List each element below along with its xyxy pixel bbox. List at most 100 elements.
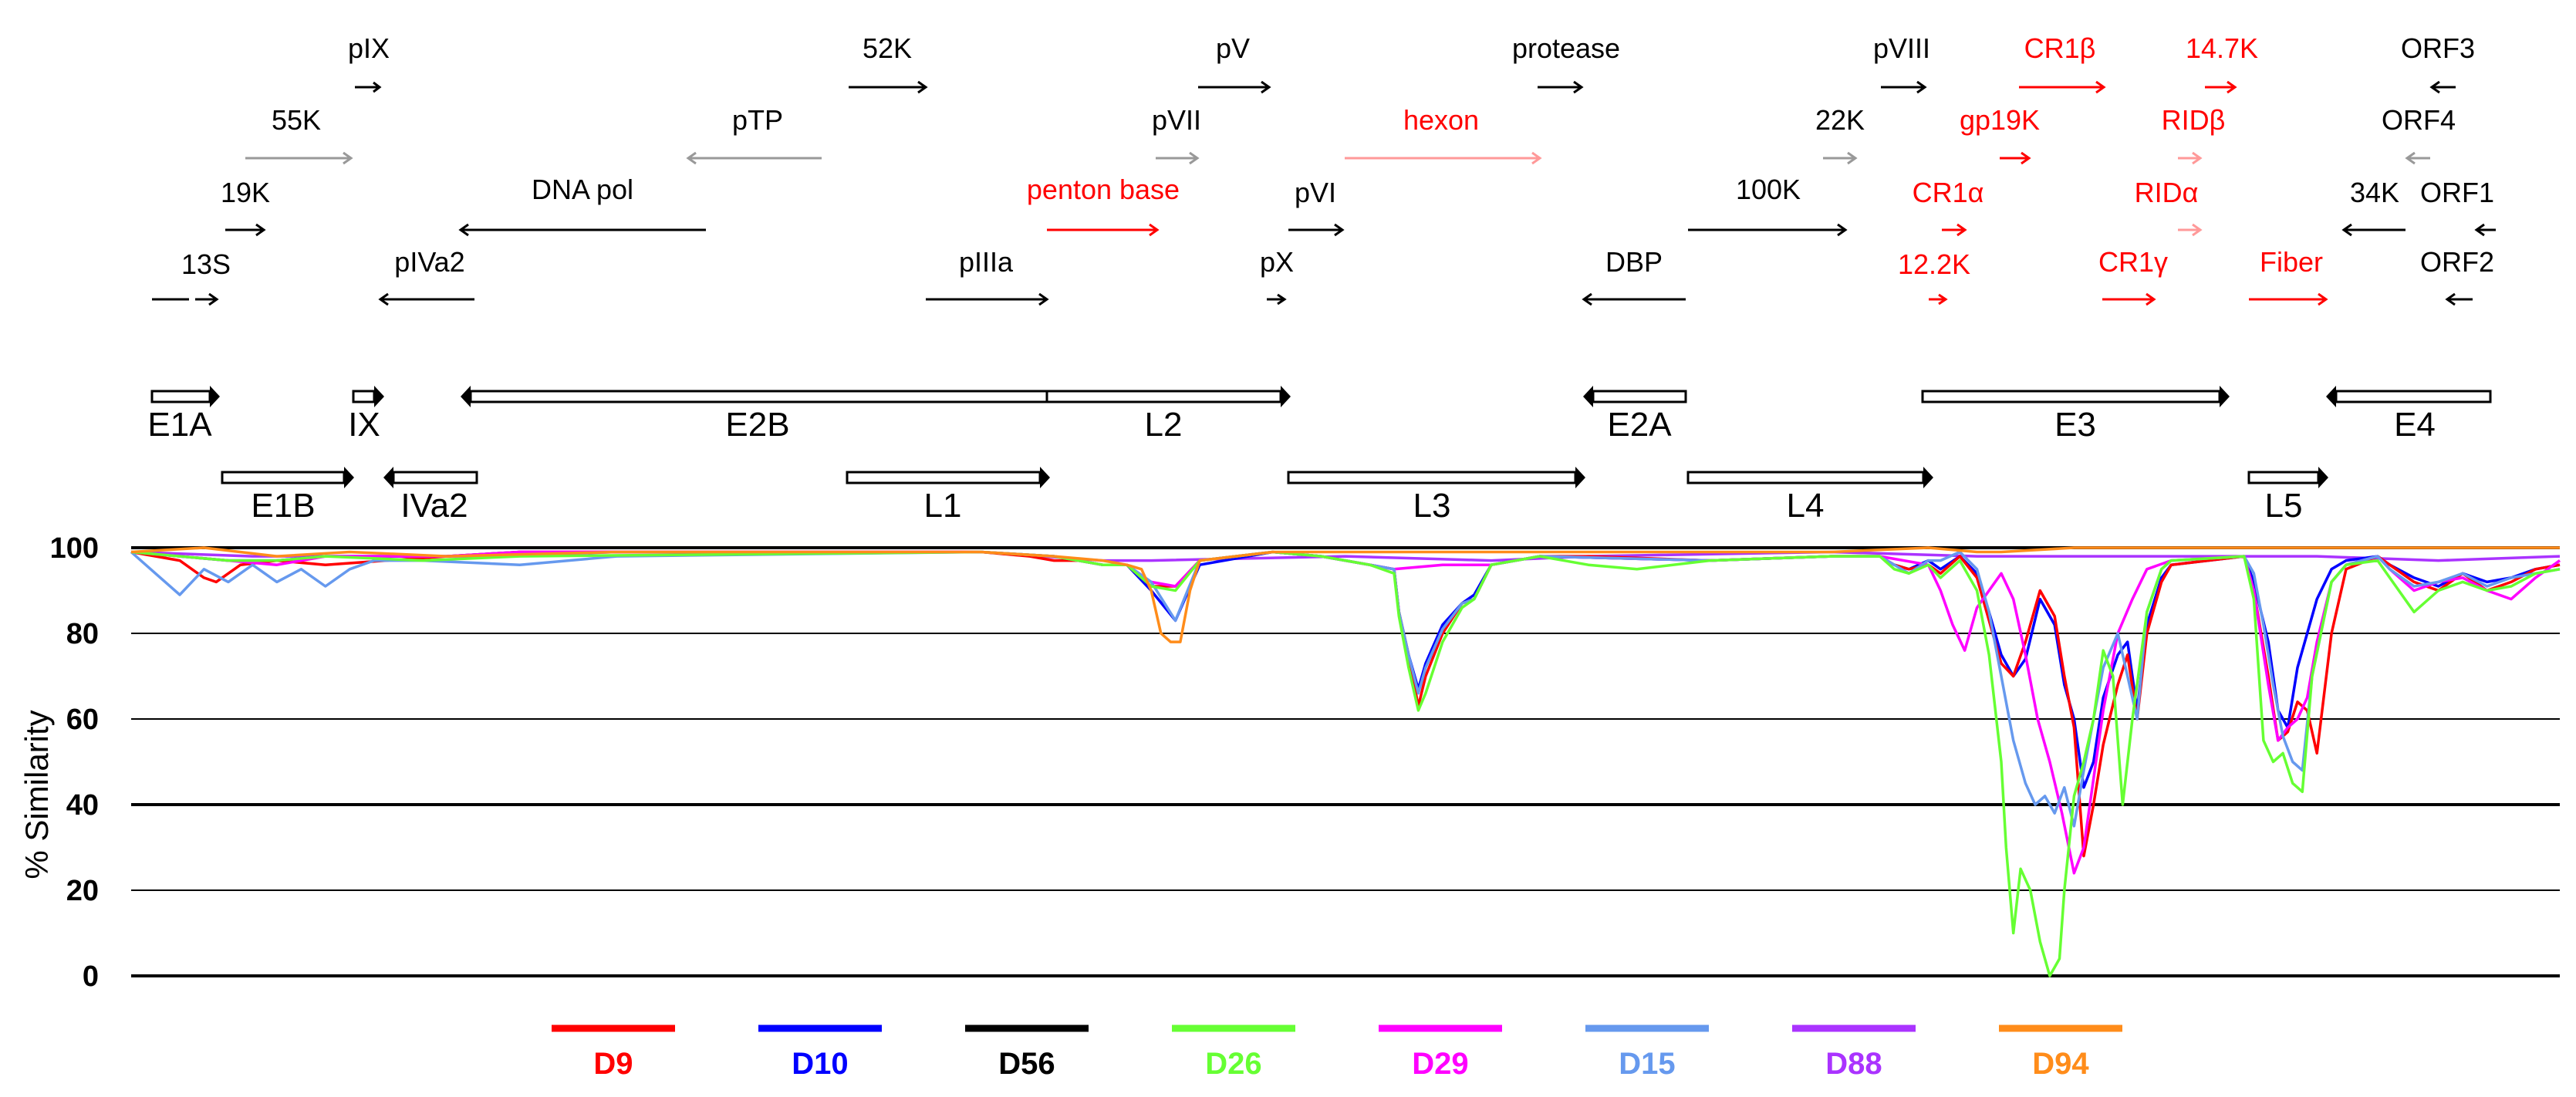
orf-arrow-penton-base: [1047, 223, 1160, 237]
gene-label-ORF2: ORF2: [2420, 246, 2494, 278]
region-label-L3: L3: [1413, 487, 1451, 525]
region-head-L5: [2318, 467, 2328, 488]
orf-arrow-100K: [1688, 223, 1848, 237]
y-tick-label-20: 20: [66, 875, 99, 907]
orf-arrow-protease: [1538, 80, 1584, 94]
gene-label-pVIII: pVIII: [1873, 32, 1930, 64]
series-lines: [130, 546, 2561, 977]
orf-arrow-55K: [245, 151, 353, 165]
y-tick-label-40: 40: [66, 789, 99, 822]
gene-label-ORF1: ORF1: [2420, 177, 2494, 208]
orf-arrow-pVII: [1156, 151, 1200, 165]
region-head-E4: [2326, 386, 2336, 407]
gene-label-DNA-pol: DNA pol: [532, 174, 633, 205]
orf-arrow-DNA-pol: [458, 223, 706, 237]
gene-label-ORF4: ORF4: [2382, 104, 2456, 136]
orf-arrow-pIVa2: [378, 292, 474, 306]
gene-label-55K: 55K: [272, 104, 321, 136]
series-line-D10: [130, 550, 2561, 789]
y-tick-label-0: 0: [83, 960, 99, 993]
legend-label-D56: D56: [998, 1047, 1055, 1081]
orf-arrow-ORF3: [2429, 80, 2456, 94]
y-axis-label: % Similarity: [19, 710, 55, 879]
orf-arrow-22K: [1823, 151, 1858, 165]
gene-label-ORF3: ORF3: [2401, 32, 2475, 64]
region-label-E3: E3: [2054, 406, 2096, 444]
legend-label-D15: D15: [1619, 1047, 1675, 1081]
region-head-L4: [1923, 467, 1933, 488]
similarity-plot: 0 20 40 60 80 100 % Similarity: [19, 532, 2561, 993]
gene-label-gp19K: gp19K: [1960, 104, 2040, 136]
gene-label-penton-base: penton base: [1027, 174, 1180, 205]
series-line-D94: [130, 546, 2560, 643]
region-label-L5: L5: [2265, 487, 2303, 525]
region-label-E2A: E2A: [1607, 406, 1672, 444]
y-axis-ticks: 0 20 40 60 80 100: [50, 532, 99, 993]
legend-label-D94: D94: [2032, 1047, 2089, 1081]
region-head-E2A: [1583, 386, 1593, 407]
y-tick-label-60: 60: [66, 704, 99, 736]
orf-arrow-CR1alpha: [1942, 223, 1967, 237]
legend-label-D26: D26: [1205, 1047, 1261, 1081]
legend-label-D10: D10: [792, 1047, 848, 1081]
gene-label-22K: 22K: [1815, 104, 1865, 136]
series-line-D29: [130, 550, 2561, 875]
region-label-L1: L1: [924, 487, 962, 525]
legend-label-D88: D88: [1825, 1047, 1882, 1081]
region-bar-L1: [846, 471, 1042, 484]
orf-arrow-13S: [152, 292, 219, 306]
region-bar-L5: [2247, 471, 2320, 484]
region-bar-E4: [2335, 390, 2492, 403]
gene-label-pX: pX: [1260, 246, 1294, 278]
orf-arrow-34K: [2341, 223, 2406, 237]
region-bar-E2B: [469, 390, 1051, 403]
orf-arrow-gp19K: [2000, 151, 2031, 165]
gene-label-pVII: pVII: [1152, 104, 1201, 136]
gene-label-protease: protease: [1512, 32, 1620, 64]
region-bar-IVa2: [392, 471, 478, 484]
region-head-E1B: [344, 467, 354, 488]
gene-label-RIDalpha: RIDα: [2135, 177, 2199, 208]
orf-arrow-52K: [849, 80, 928, 94]
region-head-IVa2: [383, 467, 393, 488]
region-label-L2: L2: [1145, 406, 1183, 444]
gene-label-CR1gamma: CR1γ: [2098, 246, 2168, 278]
region-label-IX: IX: [348, 406, 380, 444]
transcription-regions: E1A IX E2B L2 E2A E3 E4 E1B IVa2 L1 L3 L…: [147, 386, 2492, 525]
region-bar-E1B: [221, 471, 346, 484]
orf-arrow-pIX: [355, 81, 382, 93]
orf-arrow-14.7K: [2205, 80, 2237, 94]
orf-arrow-hexon: [1345, 151, 1542, 165]
legend-label-D9: D9: [593, 1047, 633, 1081]
region-head-E1A: [210, 386, 220, 407]
orf-arrow-pV: [1198, 80, 1271, 94]
orf-arrow-RIDbeta: [2178, 151, 2203, 165]
region-bar-E1A: [150, 390, 211, 403]
orf-arrow-12.2K: [1929, 293, 1948, 305]
gene-label-13S: 13S: [181, 248, 231, 280]
orf-arrow-ORF1: [2474, 223, 2496, 237]
region-head-L3: [1575, 467, 1585, 488]
gene-map: pIX 52K pV protease pVIII CR1β 14.7K ORF…: [152, 32, 2496, 306]
region-bar-E3: [1921, 390, 2221, 403]
region-label-IVa2: IVa2: [400, 487, 468, 525]
legend: D9 D10 D56 D26 D29 D15 D88 D94: [552, 1024, 2122, 1081]
gene-label-pIIIa: pIIIa: [959, 246, 1014, 278]
orf-arrow-Fiber: [2249, 292, 2328, 306]
region-head-L1: [1040, 467, 1050, 488]
gene-label-hexon: hexon: [1403, 104, 1479, 136]
gene-label-CR1alpha: CR1α: [1913, 177, 1984, 208]
gene-label-Fiber: Fiber: [2260, 246, 2323, 278]
gene-label-19K: 19K: [221, 177, 270, 208]
region-label-E1B: E1B: [251, 487, 315, 525]
gene-label-14.7K: 14.7K: [2186, 32, 2258, 64]
gene-label-pTP: pTP: [732, 104, 783, 136]
orf-arrow-pVIII: [1881, 80, 1927, 94]
region-bar-L3: [1287, 471, 1577, 484]
gridlines: [131, 546, 2560, 977]
gene-label-100K: 100K: [1736, 174, 1801, 205]
gene-label-CR1beta: CR1β: [2024, 32, 2096, 64]
gene-label-RIDbeta: RIDβ: [2162, 104, 2226, 136]
region-head-E2B: [461, 386, 471, 407]
orf-arrow-CR1beta: [2019, 80, 2106, 94]
